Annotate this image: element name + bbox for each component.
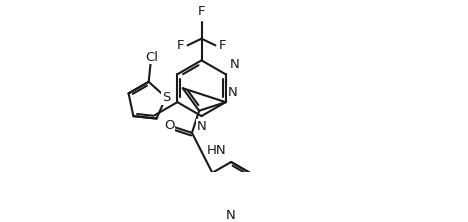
Text: N: N (228, 86, 238, 99)
Text: F: F (219, 39, 226, 52)
Text: N: N (229, 58, 239, 71)
Text: Cl: Cl (145, 51, 158, 64)
Text: N: N (226, 209, 236, 222)
Text: S: S (162, 91, 170, 104)
Text: F: F (177, 39, 184, 52)
Text: O: O (164, 119, 175, 132)
Text: HN: HN (206, 144, 226, 157)
Text: N: N (197, 120, 206, 133)
Text: F: F (198, 5, 205, 18)
